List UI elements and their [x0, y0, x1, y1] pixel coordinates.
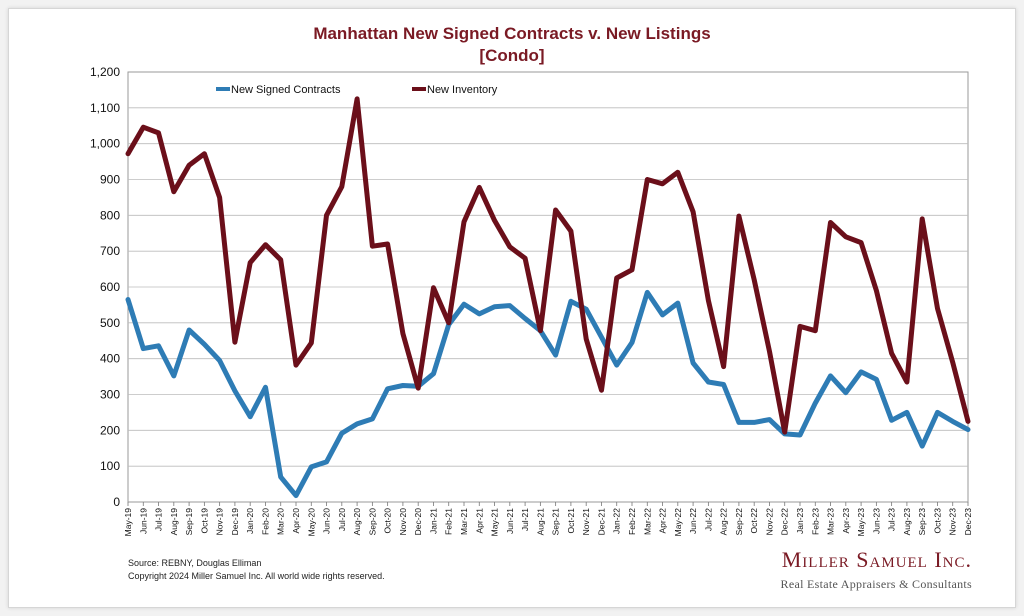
x-tick-label: Oct-22 — [749, 508, 759, 534]
x-tick-label: Mar-21 — [459, 508, 469, 535]
x-tick-label: Aug-20 — [352, 508, 362, 536]
x-tick-label: May-19 — [123, 508, 133, 537]
x-tick-label: Jun-23 — [871, 508, 881, 534]
x-tick-label: Feb-21 — [444, 508, 454, 535]
x-tick-label: Nov-21 — [581, 508, 591, 536]
y-tick-label: 400 — [100, 352, 120, 366]
x-tick-label: Feb-23 — [810, 508, 820, 535]
x-tick-label: Jan-20 — [245, 508, 255, 534]
x-tick-label: Sep-19 — [184, 508, 194, 536]
source-note: Source: REBNY, Douglas Elliman — [128, 558, 262, 568]
series-line-new-inventory — [125, 96, 971, 435]
y-tick-label: 600 — [100, 280, 120, 294]
x-tick-label: Nov-22 — [764, 508, 774, 536]
y-tick-label: 0 — [113, 495, 120, 509]
x-tick-label: Mar-23 — [826, 508, 836, 535]
brand-logo-name: Miller Samuel Inc. — [781, 547, 972, 572]
x-tick-label: Jul-23 — [887, 508, 897, 531]
x-tick-label: Sep-21 — [551, 508, 561, 536]
x-tick-label: Jun-22 — [688, 508, 698, 534]
brand-tagline: Real Estate Appraisers & Consultants — [780, 577, 972, 591]
x-tick-label: Aug-23 — [902, 508, 912, 536]
x-tick-label: Sep-23 — [917, 508, 927, 536]
x-tick-label: Mar-22 — [642, 508, 652, 535]
legend-label: New Signed Contracts — [231, 84, 341, 96]
x-tick-label: Apr-20 — [291, 508, 301, 534]
x-tick-label: Jan-22 — [612, 508, 622, 534]
x-tick-label: Oct-23 — [932, 508, 942, 534]
x-tick-label: Jul-21 — [520, 508, 530, 531]
x-tick-label: Oct-21 — [566, 508, 576, 534]
legend-label: New Inventory — [427, 84, 498, 96]
x-tick-label: Jul-20 — [337, 508, 347, 531]
x-tick-label: Mar-20 — [276, 508, 286, 535]
y-tick-label: 100 — [100, 459, 120, 473]
x-tick-label: Jun-20 — [322, 508, 332, 534]
x-tick-label: Aug-22 — [719, 508, 729, 536]
y-tick-label: 1,000 — [90, 137, 120, 151]
x-tick-label: Feb-20 — [260, 508, 270, 535]
x-tick-label: Dec-20 — [413, 508, 423, 536]
y-tick-label: 1,100 — [90, 101, 120, 115]
x-tick-label: Jan-23 — [795, 508, 805, 534]
x-tick-label: Oct-20 — [383, 508, 393, 534]
x-tick-label: Jan-21 — [428, 508, 438, 534]
x-tick-label: Sep-20 — [367, 508, 377, 536]
x-tick-label: Nov-19 — [215, 508, 225, 536]
x-tick-label: May-23 — [856, 508, 866, 537]
x-tick-label: Oct-19 — [199, 508, 209, 534]
x-tick-label: Jun-21 — [505, 508, 515, 534]
series-line-new-signed-contracts — [125, 289, 971, 499]
x-tick-label: Nov-23 — [948, 508, 958, 536]
x-tick-label: Dec-19 — [230, 508, 240, 536]
x-tick-label: Feb-22 — [627, 508, 637, 535]
chart-subtitle: [Condo] — [479, 46, 545, 65]
x-tick-label: May-20 — [306, 508, 316, 537]
x-tick-label: Jun-19 — [138, 508, 148, 534]
x-tick-label: Dec-21 — [596, 508, 606, 536]
chart-title: Manhattan New Signed Contracts v. New Li… — [313, 24, 711, 43]
y-tick-label: 200 — [100, 423, 120, 437]
x-tick-label: May-22 — [673, 508, 683, 537]
x-tick-label: Dec-22 — [780, 508, 790, 536]
x-tick-label: Aug-19 — [169, 508, 179, 536]
x-tick-label: Nov-20 — [398, 508, 408, 536]
x-tick-label: Apr-22 — [658, 508, 668, 534]
x-tick-label: Dec-23 — [963, 508, 973, 536]
x-tick-label: Jul-19 — [154, 508, 164, 531]
y-tick-label: 800 — [100, 208, 120, 222]
y-tick-label: 700 — [100, 244, 120, 258]
x-tick-label: Sep-22 — [734, 508, 744, 536]
x-tick-label: May-21 — [490, 508, 500, 537]
y-tick-label: 1,200 — [90, 65, 120, 79]
x-tick-label: Jul-22 — [703, 508, 713, 531]
x-tick-label: Aug-21 — [535, 508, 545, 536]
y-tick-label: 500 — [100, 316, 120, 330]
y-tick-label: 300 — [100, 388, 120, 402]
x-tick-label: Apr-21 — [474, 508, 484, 534]
y-tick-label: 900 — [100, 173, 120, 187]
x-tick-label: Apr-23 — [841, 508, 851, 534]
copyright-note: Copyright 2024 Miller Samuel Inc. All wo… — [128, 571, 385, 581]
